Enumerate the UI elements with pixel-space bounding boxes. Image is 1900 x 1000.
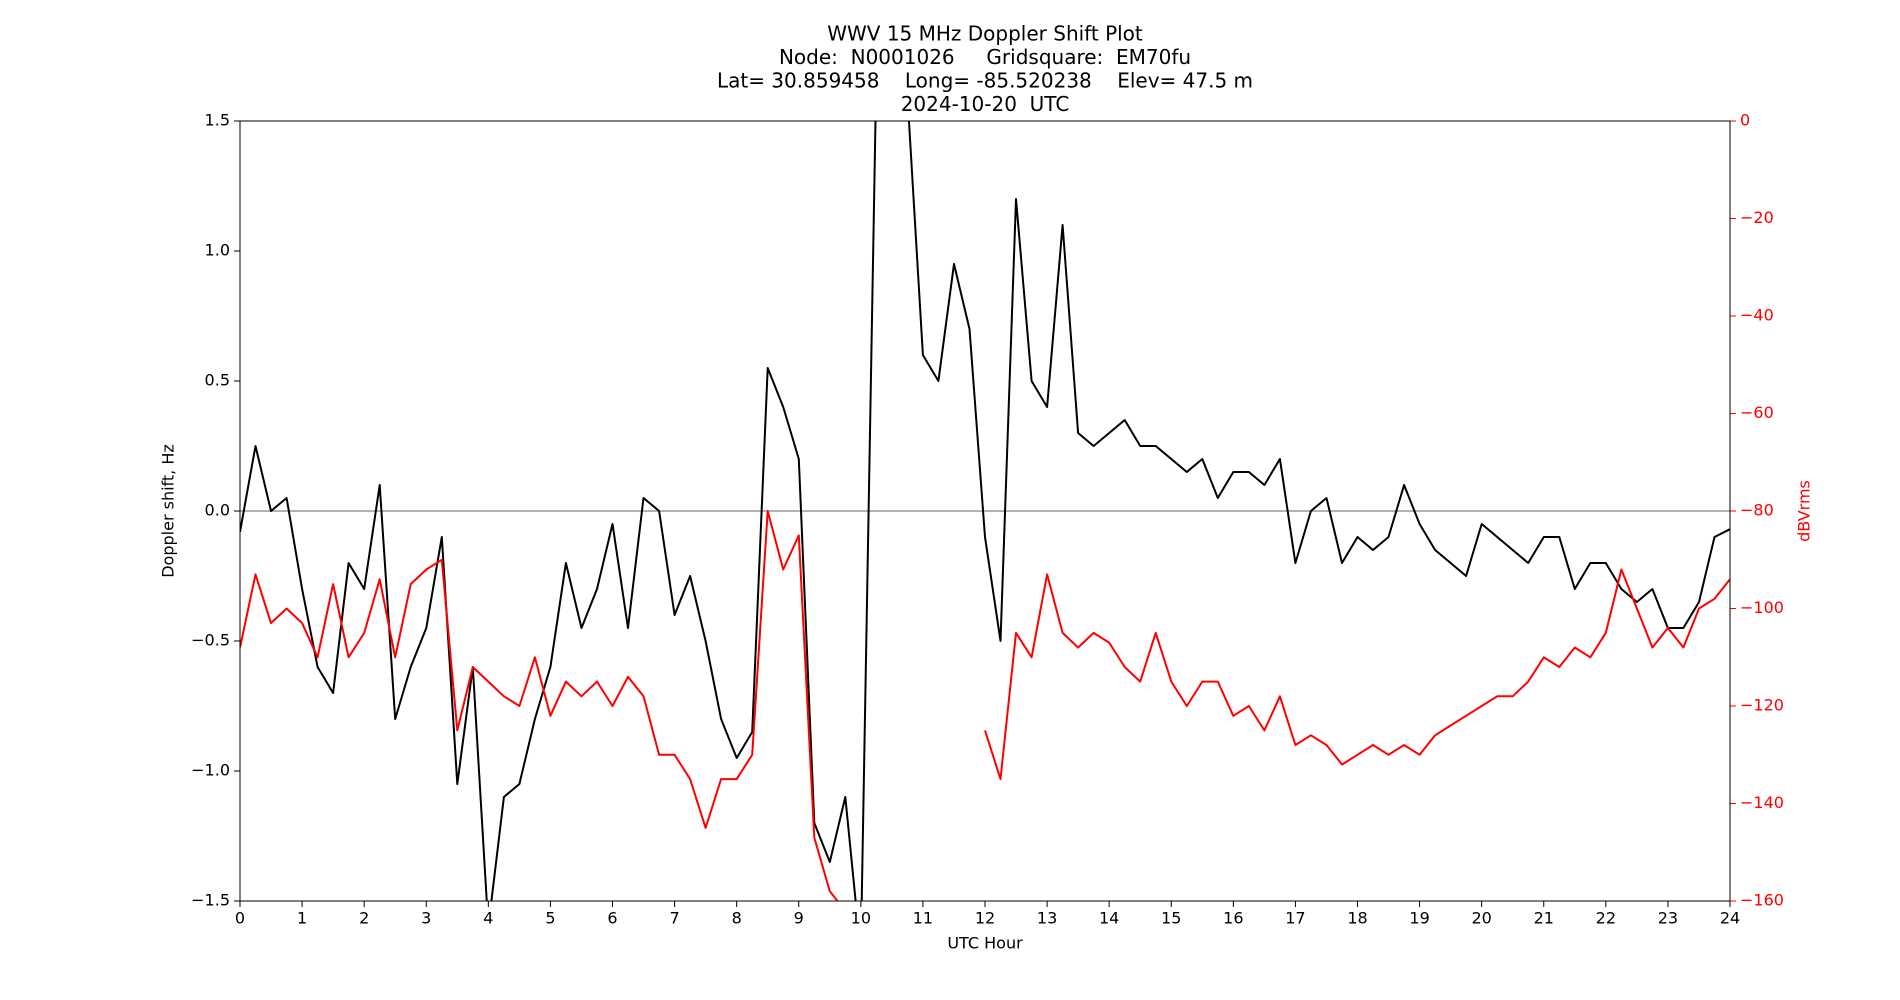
series-line — [240, 510, 1730, 901]
y2-axis-label: dBVrms — [1795, 480, 1814, 542]
x-axis-label: UTC Hour — [947, 934, 1023, 953]
x-tick-label: 24 — [1720, 909, 1740, 928]
y-tick-label: −1.0 — [191, 761, 230, 780]
x-tick-label: 20 — [1471, 909, 1491, 928]
chart-title: 2024-10-20 UTC — [901, 92, 1070, 116]
y-tick-label: 1.5 — [205, 111, 230, 130]
x-tick-label: 18 — [1347, 909, 1367, 928]
x-tick-label: 14 — [1099, 909, 1119, 928]
y-tick-label: −0.5 — [191, 631, 230, 650]
x-tick-label: 3 — [421, 909, 431, 928]
y2-tick-label: 0 — [1740, 111, 1750, 130]
y-tick-label: 1.0 — [205, 241, 230, 260]
y-axis-label: Doppler shift, Hz — [159, 444, 178, 578]
x-tick-label: 13 — [1037, 909, 1057, 928]
x-tick-label: 7 — [669, 909, 679, 928]
x-tick-label: 15 — [1161, 909, 1181, 928]
x-tick-label: 8 — [732, 909, 742, 928]
y-tick-label: −1.5 — [191, 891, 230, 910]
chart-title: Node: N0001026 Gridsquare: EM70fu — [779, 45, 1191, 69]
x-tick-label: 0 — [235, 909, 245, 928]
x-tick-label: 1 — [297, 909, 307, 928]
y-tick-label: 0.0 — [205, 501, 230, 520]
y-tick-label: 0.5 — [205, 371, 230, 390]
series-line — [240, 121, 1730, 901]
y2-tick-label: −120 — [1740, 696, 1784, 715]
y2-tick-label: −140 — [1740, 793, 1784, 812]
y2-tick-label: −80 — [1740, 501, 1774, 520]
plot-area — [240, 121, 1730, 901]
x-tick-label: 22 — [1596, 909, 1616, 928]
x-tick-label: 23 — [1658, 909, 1678, 928]
y2-tick-label: −40 — [1740, 306, 1774, 325]
x-tick-label: 9 — [794, 909, 804, 928]
x-tick-label: 6 — [607, 909, 617, 928]
x-tick-label: 10 — [851, 909, 871, 928]
x-tick-label: 16 — [1223, 909, 1243, 928]
y2-tick-label: −160 — [1740, 891, 1784, 910]
chart-title: WWV 15 MHz Doppler Shift Plot — [827, 22, 1143, 46]
y2-tick-label: −60 — [1740, 403, 1774, 422]
chart-title: Lat= 30.859458 Long= -85.520238 Elev= 47… — [717, 69, 1253, 93]
x-tick-label: 17 — [1285, 909, 1305, 928]
x-tick-label: 21 — [1534, 909, 1554, 928]
x-tick-label: 19 — [1409, 909, 1429, 928]
x-tick-label: 12 — [975, 909, 995, 928]
x-tick-label: 5 — [545, 909, 555, 928]
x-tick-label: 2 — [359, 909, 369, 928]
x-tick-label: 4 — [483, 909, 493, 928]
y2-tick-label: −20 — [1740, 208, 1774, 227]
x-tick-label: 11 — [913, 909, 933, 928]
y2-tick-label: −100 — [1740, 598, 1784, 617]
